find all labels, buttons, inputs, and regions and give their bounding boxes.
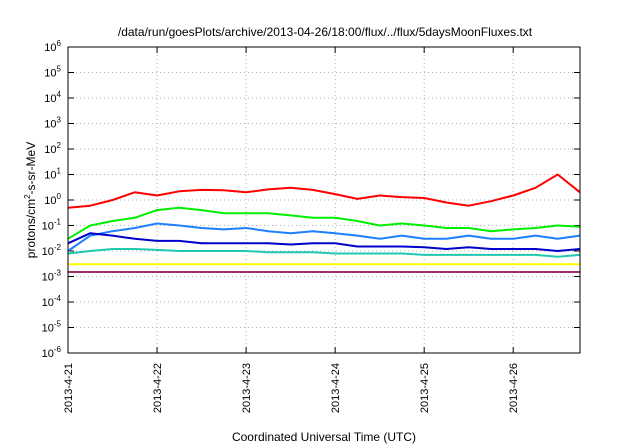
y-tick-label: 106 bbox=[44, 39, 61, 54]
y-tick-exponent: 4 bbox=[57, 90, 62, 99]
series-line-3 bbox=[67, 222, 581, 252]
y-tick-exponent: -5 bbox=[54, 320, 62, 329]
x-tick-label: 2013-4-24 bbox=[330, 363, 342, 413]
y-tick-label: 105 bbox=[44, 65, 61, 80]
y-tick-exponent: -2 bbox=[54, 243, 62, 252]
series-group bbox=[67, 173, 581, 273]
y-tick-exponent: 2 bbox=[57, 141, 62, 150]
y-axis-label-prefix: protons/cm bbox=[24, 199, 38, 258]
y-tick-exponent: 1 bbox=[57, 167, 62, 176]
y-tick-label: 103 bbox=[44, 116, 61, 131]
y-tick-base: 10 bbox=[44, 144, 56, 156]
y-tick-base: 10 bbox=[42, 272, 54, 284]
y-tick-exponent: 5 bbox=[57, 65, 62, 74]
series-line-1 bbox=[67, 173, 581, 209]
y-tick-base: 10 bbox=[42, 297, 54, 309]
y-tick-label: 101 bbox=[44, 167, 61, 182]
plot-frame bbox=[67, 46, 581, 354]
x-tick-label: 2013-4-23 bbox=[241, 363, 253, 413]
y-tick-base: 10 bbox=[44, 119, 56, 131]
y-tick-base: 10 bbox=[42, 221, 54, 233]
y-tick-base: 10 bbox=[44, 170, 56, 182]
y-axis-label-sup: 2 bbox=[23, 194, 32, 199]
y-tick-label: 100 bbox=[44, 192, 61, 207]
y-tick-label: 10-4 bbox=[42, 294, 62, 309]
y-tick-label: 10-3 bbox=[42, 269, 62, 284]
series-line-4 bbox=[67, 232, 581, 252]
y-tick-base: 10 bbox=[42, 323, 54, 335]
y-tick-label: 10-6 bbox=[42, 345, 62, 360]
y-tick-label: 104 bbox=[44, 90, 61, 105]
x-tick-label: 2013-4-25 bbox=[419, 363, 431, 413]
y-tick-base: 10 bbox=[42, 348, 54, 360]
y-tick-exponent: -1 bbox=[54, 218, 62, 227]
y-tick-exponent: 3 bbox=[57, 116, 62, 125]
x-tick-labels: 2013-4-21 2013-4-22 2013-4-23 2013-4-24 2013… bbox=[63, 363, 520, 413]
series-line-2 bbox=[67, 206, 581, 240]
y-tick-label: 10-2 bbox=[42, 243, 62, 258]
y-tick-exponent: -6 bbox=[54, 345, 62, 354]
y-tick-base: 10 bbox=[44, 68, 56, 80]
y-tick-exponent: -4 bbox=[54, 294, 62, 303]
y-tick-exponent: -3 bbox=[54, 269, 62, 278]
series-line-5 bbox=[67, 248, 581, 258]
y-tick-label: 10-1 bbox=[42, 218, 62, 233]
y-tick-labels: 10-610-510-410-310-210-11001011021031041… bbox=[42, 39, 62, 360]
y-tick-exponent: 6 bbox=[57, 39, 62, 48]
x-tick-label: 2013-4-21 bbox=[63, 363, 75, 413]
y-tick-base: 10 bbox=[44, 195, 56, 207]
y-axis-label: protons/cm2-s-sr-MeV bbox=[23, 142, 38, 258]
y-tick-label: 10-5 bbox=[42, 320, 62, 335]
y-tick-label: 102 bbox=[44, 141, 61, 156]
x-tick-label: 2013-4-26 bbox=[508, 363, 520, 413]
chart-title: /data/run/goesPlots/archive/2013-04-26/1… bbox=[118, 25, 533, 39]
y-tick-base: 10 bbox=[44, 93, 56, 105]
y-axis-label-suffix: -s-sr-MeV bbox=[24, 142, 38, 195]
y-tick-base: 10 bbox=[44, 42, 56, 54]
x-axis-label: Coordinated Universal Time (UTC) bbox=[232, 430, 416, 444]
y-tick-exponent: 0 bbox=[57, 192, 62, 201]
x-tick-label: 2013-4-22 bbox=[152, 363, 164, 413]
y-tick-base: 10 bbox=[42, 246, 54, 258]
